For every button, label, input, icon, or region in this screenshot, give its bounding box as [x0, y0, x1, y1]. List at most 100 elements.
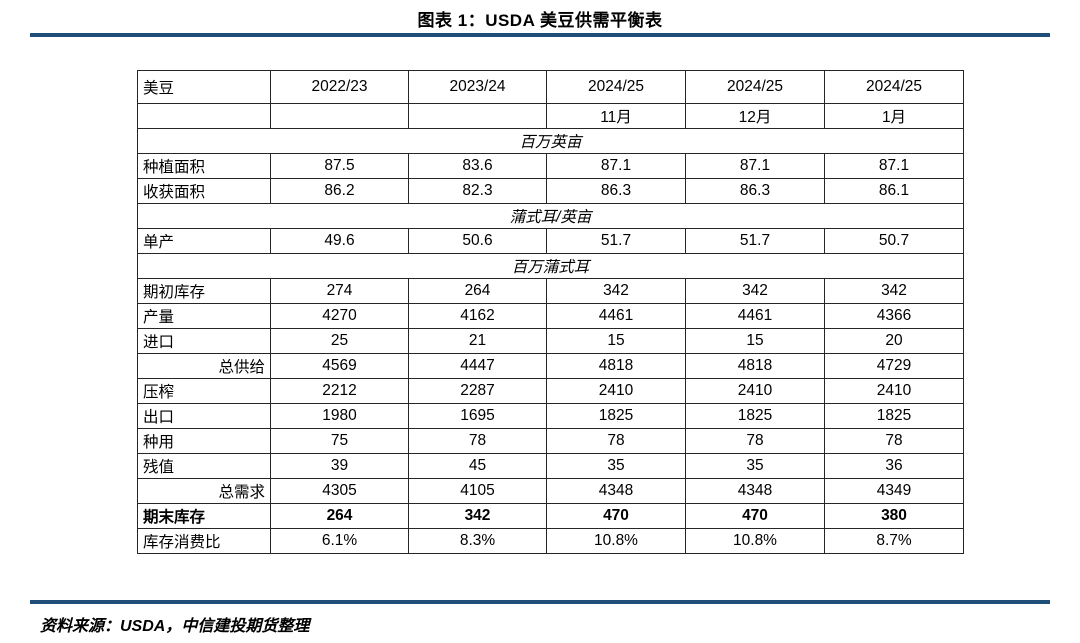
- row-label: 单产: [137, 228, 271, 254]
- table-row: 压榨 2212 2287 2410 2410 2410: [137, 378, 964, 404]
- cell-value: 49.6: [270, 228, 409, 254]
- cell-value: 87.1: [824, 153, 964, 179]
- row-label: 期末库存: [137, 503, 271, 529]
- cell-value: 10.8%: [546, 528, 686, 554]
- cell-value: 342: [546, 278, 686, 304]
- cell-value: 4729: [824, 353, 964, 379]
- cell-value: 50.6: [408, 228, 547, 254]
- table-row: 收获面积 86.2 82.3 86.3 86.3 86.1: [137, 178, 964, 204]
- row-label: 库存消费比: [137, 528, 271, 554]
- cell-value: 45: [408, 453, 547, 479]
- table-row: 种植面积 87.5 83.6 87.1 87.1 87.1: [137, 153, 964, 179]
- header-row-years: 美豆 2022/23 2023/24 2024/25 2024/25 2024/25: [137, 70, 964, 104]
- unit-row-1: 蒲式耳/英亩: [137, 203, 964, 229]
- column-header-3: 2024/25: [685, 70, 825, 104]
- row-label: 进口: [137, 328, 271, 354]
- bottom-divider-rule: [30, 600, 1050, 604]
- cell-value: 50.7: [824, 228, 964, 254]
- column-header-0: 2022/23: [270, 70, 409, 104]
- page-title: 图表 1：USDA 美豆供需平衡表: [417, 11, 663, 30]
- cell-value: 35: [685, 453, 825, 479]
- usda-soybean-balance-table: 美豆 2022/23 2023/24 2024/25 2024/25 2024/25 11月…: [137, 70, 964, 554]
- cell-value: 4105: [408, 478, 547, 504]
- row-label: 收获面积: [137, 178, 271, 204]
- cell-value: 342: [408, 503, 547, 529]
- table-row: 出口 1980 1695 1825 1825 1825: [137, 403, 964, 429]
- cell-value: 25: [270, 328, 409, 354]
- corner-empty: [137, 103, 271, 129]
- table-row: 产量 4270 4162 4461 4461 4366: [137, 303, 964, 329]
- table-row: 库存消费比 6.1% 8.3% 10.8% 10.8% 8.7%: [137, 528, 964, 554]
- cell-value: 51.7: [685, 228, 825, 254]
- cell-value: 2410: [824, 378, 964, 404]
- cell-value: 4461: [546, 303, 686, 329]
- row-label: 总需求: [137, 478, 271, 504]
- row-label: 出口: [137, 403, 271, 429]
- cell-value: 4569: [270, 353, 409, 379]
- cell-value: 15: [546, 328, 686, 354]
- cell-value: 4447: [408, 353, 547, 379]
- cell-value: 1825: [685, 403, 825, 429]
- cell-value: 1825: [546, 403, 686, 429]
- cell-value: 20: [824, 328, 964, 354]
- unit-label: 百万蒲式耳: [137, 253, 964, 279]
- row-label: 种植面积: [137, 153, 271, 179]
- cell-value: 4366: [824, 303, 964, 329]
- cell-value: 342: [824, 278, 964, 304]
- cell-value: 4818: [546, 353, 686, 379]
- cell-value: 4818: [685, 353, 825, 379]
- cell-value: 4348: [685, 478, 825, 504]
- cell-value: 86.1: [824, 178, 964, 204]
- column-header-2: 2024/25: [546, 70, 686, 104]
- cell-value: 380: [824, 503, 964, 529]
- sub-column-header-3: 12月: [685, 103, 825, 129]
- row-label: 压榨: [137, 378, 271, 404]
- cell-value: 2287: [408, 378, 547, 404]
- cell-value: 4349: [824, 478, 964, 504]
- cell-value: 78: [546, 428, 686, 454]
- table-row: 进口 25 21 15 15 20: [137, 328, 964, 354]
- cell-value: 342: [685, 278, 825, 304]
- cell-value: 83.6: [408, 153, 547, 179]
- row-label: 种用: [137, 428, 271, 454]
- sub-column-header-0: [270, 103, 409, 129]
- row-label: 残值: [137, 453, 271, 479]
- cell-value: 8.7%: [824, 528, 964, 554]
- cell-value: 4305: [270, 478, 409, 504]
- column-header-4: 2024/25: [824, 70, 964, 104]
- cell-value: 4461: [685, 303, 825, 329]
- cell-value: 36: [824, 453, 964, 479]
- cell-value: 2410: [685, 378, 825, 404]
- table-row: 种用 75 78 78 78 78: [137, 428, 964, 454]
- cell-value: 264: [408, 278, 547, 304]
- cell-value: 2212: [270, 378, 409, 404]
- source-note: 资料来源：USDA，中信建投期货整理: [40, 618, 310, 635]
- cell-value: 8.3%: [408, 528, 547, 554]
- table-row: 期初库存 274 264 342 342 342: [137, 278, 964, 304]
- top-divider-rule: [30, 33, 1050, 37]
- cell-value: 1695: [408, 403, 547, 429]
- cell-value: 86.3: [685, 178, 825, 204]
- table-row: 残值 39 45 35 35 36: [137, 453, 964, 479]
- cell-value: 86.3: [546, 178, 686, 204]
- cell-value: 87.1: [546, 153, 686, 179]
- cell-value: 21: [408, 328, 547, 354]
- sub-column-header-1: [408, 103, 547, 129]
- table-row: 总供给 4569 4447 4818 4818 4729: [137, 353, 964, 379]
- row-label: 总供给: [137, 353, 271, 379]
- corner-label: 美豆: [137, 70, 271, 104]
- cell-value: 1825: [824, 403, 964, 429]
- cell-value: 10.8%: [685, 528, 825, 554]
- row-label: 期初库存: [137, 278, 271, 304]
- unit-row-2: 百万蒲式耳: [137, 253, 964, 279]
- cell-value: 1980: [270, 403, 409, 429]
- cell-value: 6.1%: [270, 528, 409, 554]
- cell-value: 4270: [270, 303, 409, 329]
- cell-value: 75: [270, 428, 409, 454]
- unit-label: 蒲式耳/英亩: [137, 203, 964, 229]
- cell-value: 4162: [408, 303, 547, 329]
- cell-value: 78: [685, 428, 825, 454]
- cell-value: 470: [546, 503, 686, 529]
- unit-label: 百万英亩: [137, 128, 964, 154]
- table-row: 单产 49.6 50.6 51.7 51.7 50.7: [137, 228, 964, 254]
